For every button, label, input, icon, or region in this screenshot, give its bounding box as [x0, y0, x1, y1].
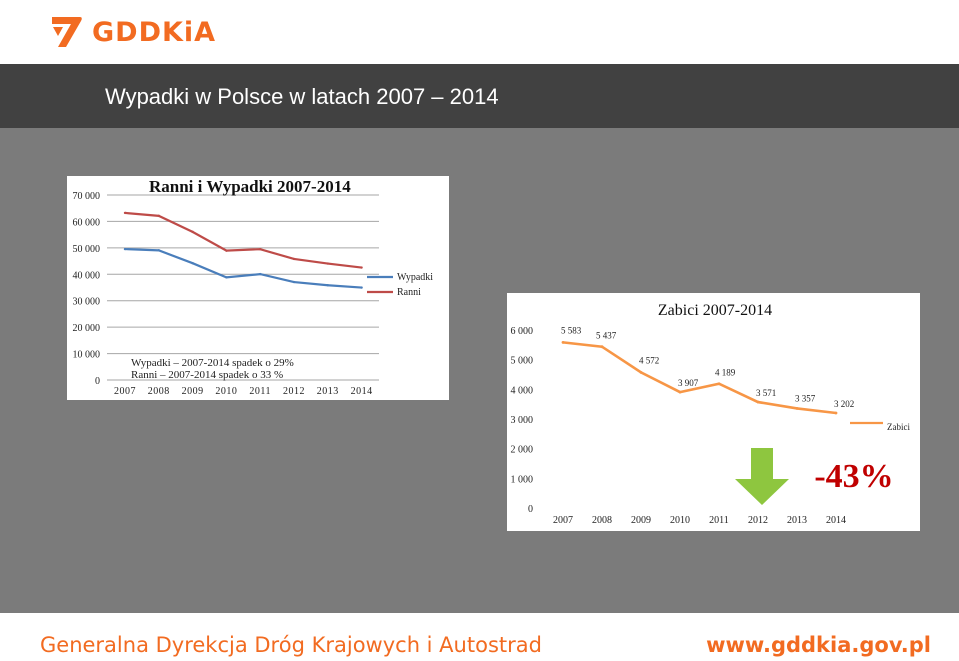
data-label: 4 189 [715, 368, 736, 378]
y-tick-label: 5 000 [511, 356, 534, 367]
data-point [326, 262, 329, 265]
footer-website-link[interactable]: www.gddkia.gov.pl [706, 633, 931, 657]
x-tick-label: 2009 [182, 386, 204, 397]
data-point [561, 340, 565, 344]
x-tick-label: 2012 [748, 515, 768, 526]
y-tick-label: 6 000 [511, 326, 534, 337]
data-label: 4 572 [639, 355, 659, 365]
data-point [834, 411, 838, 415]
data-point [225, 249, 228, 252]
data-point [292, 257, 296, 261]
x-tick-label: 2010 [215, 386, 237, 397]
annotation-wypadki: Wypadki – 2007-2014 spadek o 29% [131, 357, 294, 369]
y-tick-label: 10 000 [73, 350, 101, 361]
y-tick-label: 40 000 [73, 270, 101, 281]
series-line-wypadki [124, 247, 362, 289]
data-label: 5 583 [561, 325, 582, 335]
y-tick-label: 0 [528, 504, 533, 515]
x-tick-label: 2014 [351, 386, 373, 397]
chart-ranni-wypadki-svg: 0 10 000 20 000 30 000 40 000 50 000 60 000 70 … [73, 177, 434, 397]
x-tick-label: 2014 [826, 515, 846, 526]
decline-annotation: -43% [814, 458, 893, 495]
slide-title: Wypadki w Polsce w latach 2007 – 2014 [105, 84, 499, 109]
gddkia-emblem-icon [52, 17, 82, 47]
header: GDDKiA [0, 0, 959, 64]
legend-label: Wypadki [397, 272, 433, 283]
logo-text: GDDKiA [92, 16, 217, 48]
y-tick-label: 50 000 [73, 244, 101, 255]
annotation-ranni: Ranni – 2007-2014 spadek o 33 % [131, 369, 283, 381]
footer: Generalna Dyrekcja Dróg Krajowych i Auto… [0, 613, 959, 661]
chart-title: Zabici 2007-2014 [658, 302, 772, 319]
y-tick-label: 30 000 [73, 297, 101, 308]
legend-label: Ranni [397, 287, 421, 298]
legend-label: Zabici [887, 422, 910, 432]
x-tick-label: 2008 [148, 386, 170, 397]
x-tick-label: 2010 [670, 515, 690, 526]
data-point [157, 214, 160, 218]
data-point [157, 249, 160, 252]
series-line-ranni [124, 211, 362, 269]
y-tick-label: 70 000 [73, 191, 101, 202]
data-label: 3 202 [834, 399, 854, 409]
y-tick-label: 2 000 [511, 445, 534, 456]
data-point [191, 230, 194, 234]
series-line-zabici [562, 341, 837, 415]
data-point [191, 261, 194, 265]
x-tick-label: 2007 [114, 386, 136, 397]
footer-org-name: Generalna Dyrekcja Dróg Krajowych i Auto… [40, 633, 542, 657]
data-point [259, 272, 262, 276]
chart-ranni-wypadki: 0 10 000 20 000 30 000 40 000 50 000 60 000 70 … [67, 176, 449, 400]
y-tick-label: 0 [95, 376, 100, 387]
data-point [259, 247, 262, 251]
data-label: 3 357 [795, 393, 816, 403]
data-point [123, 247, 127, 251]
y-tick-label: 20 000 [73, 323, 101, 334]
data-point [360, 286, 363, 289]
x-tick-label: 2011 [709, 515, 729, 526]
x-tick-label: 2007 [553, 515, 573, 526]
data-label: 3 571 [756, 388, 776, 398]
chart-zabici: Zabici 2007-2014 0 1 000 2 000 3 000 4 000 5 0… [507, 293, 920, 531]
data-point [326, 284, 329, 287]
data-point [600, 345, 604, 349]
x-tick-label: 2008 [592, 515, 612, 526]
chart-zabici-svg: Zabici 2007-2014 0 1 000 2 000 3 000 4 000 5 0… [511, 302, 911, 526]
data-point [225, 276, 228, 279]
x-tick-label: 2009 [631, 515, 651, 526]
x-tick-label: 2011 [249, 386, 271, 397]
data-point [756, 400, 760, 404]
y-tick-label: 4 000 [511, 385, 534, 396]
x-tick-label: 2012 [283, 386, 305, 397]
x-tick-label: 2013 [317, 386, 339, 397]
y-tick-label: 60 000 [73, 217, 101, 228]
title-bar: Wypadki w Polsce w latach 2007 – 2014 [0, 64, 959, 128]
x-tick-label: 2013 [787, 515, 807, 526]
data-label: 3 907 [678, 378, 699, 388]
data-point [360, 266, 363, 269]
data-point [639, 370, 643, 374]
data-point [123, 211, 127, 215]
chart-title: Ranni i Wypadki 2007-2014 [149, 177, 351, 196]
data-point [717, 382, 721, 386]
y-tick-label: 1 000 [511, 474, 534, 485]
gddkia-logo[interactable]: GDDKiA [50, 14, 216, 50]
data-point [678, 390, 682, 394]
data-point [795, 407, 799, 410]
data-point [292, 280, 296, 284]
y-tick-label: 3 000 [511, 415, 534, 426]
data-label: 5 437 [596, 331, 617, 341]
down-arrow-icon [735, 448, 789, 505]
